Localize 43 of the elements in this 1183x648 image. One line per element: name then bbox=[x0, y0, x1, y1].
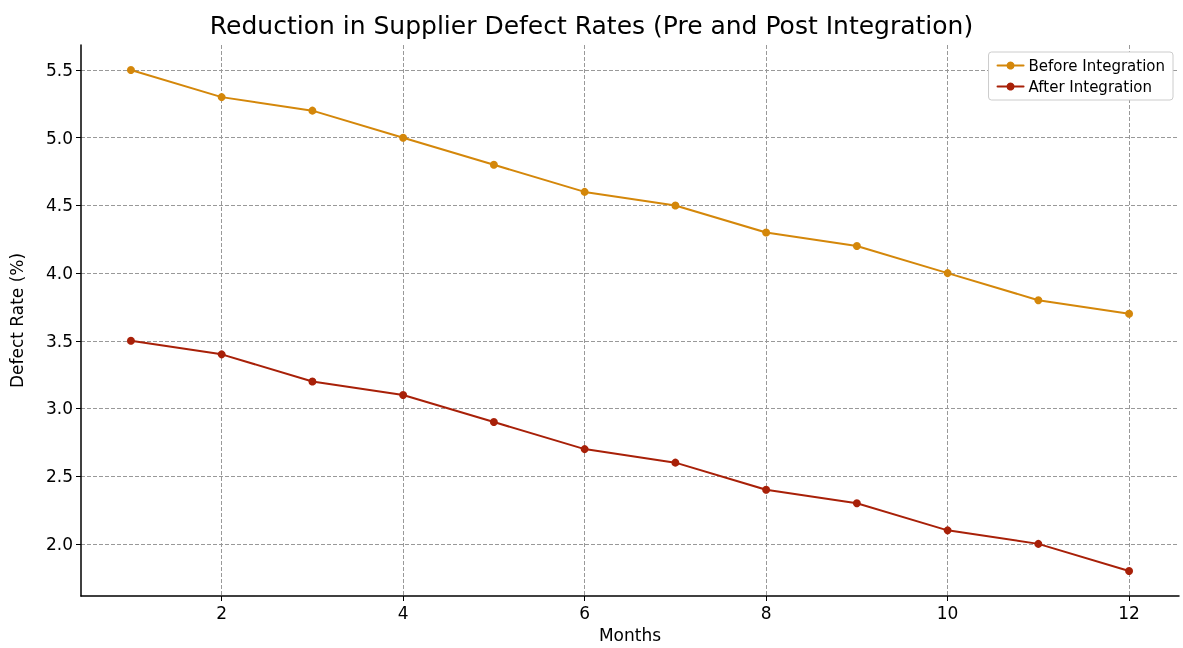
y-tick-label: 4.5 bbox=[45, 195, 73, 216]
point bbox=[943, 269, 952, 278]
x-tick-label: 4 bbox=[397, 602, 409, 623]
point bbox=[943, 526, 952, 535]
x-tick-label: 2 bbox=[216, 602, 228, 623]
point bbox=[489, 418, 498, 427]
point bbox=[852, 242, 861, 251]
point bbox=[1125, 309, 1134, 318]
x-tick-label: 10 bbox=[936, 602, 959, 623]
legend-label: Before Integration bbox=[1028, 56, 1165, 75]
point bbox=[399, 133, 408, 142]
point bbox=[126, 336, 135, 345]
y-tick-label: 5.5 bbox=[45, 60, 73, 81]
point bbox=[852, 499, 861, 508]
point bbox=[217, 350, 226, 359]
x-axis-title: Months bbox=[598, 624, 662, 645]
x-tick-label: 12 bbox=[1118, 602, 1140, 623]
y-axis-title: Defect Rate (%) bbox=[6, 252, 27, 389]
point bbox=[671, 201, 680, 210]
chart-title: Reduction in Supplier Defect Rates (Pre and Post Integration) bbox=[209, 11, 974, 40]
point bbox=[671, 458, 680, 467]
x-tick-label: 8 bbox=[760, 602, 772, 623]
point bbox=[580, 445, 589, 454]
point bbox=[1034, 296, 1043, 305]
y-tick-label: 2.5 bbox=[45, 466, 73, 487]
y-tick-label: 5.0 bbox=[45, 127, 73, 148]
x-tick-label: 6 bbox=[579, 602, 591, 623]
point bbox=[762, 228, 771, 237]
y-tick-label: 2.0 bbox=[45, 533, 73, 554]
y-tick-label: 3.5 bbox=[45, 330, 73, 351]
point bbox=[308, 106, 317, 115]
point bbox=[762, 485, 771, 494]
legend-label: After Integration bbox=[1028, 77, 1152, 96]
point bbox=[1125, 566, 1134, 575]
y-tick-label: 4.0 bbox=[45, 263, 73, 284]
point bbox=[126, 66, 135, 75]
point bbox=[580, 187, 589, 196]
y-tick-label: 3.0 bbox=[45, 398, 73, 419]
point bbox=[399, 390, 408, 399]
point bbox=[217, 93, 226, 102]
point bbox=[308, 377, 317, 386]
point bbox=[1034, 539, 1043, 548]
point bbox=[489, 160, 498, 169]
